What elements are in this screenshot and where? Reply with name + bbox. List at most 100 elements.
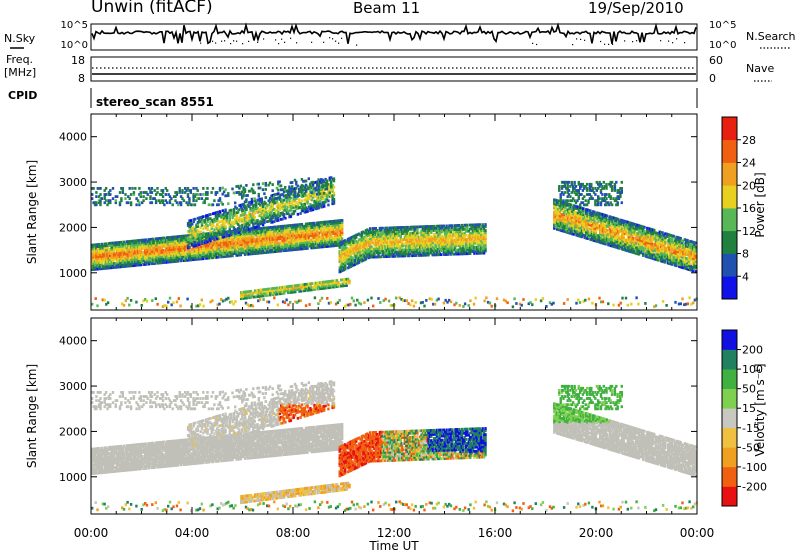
data-cell [172, 235, 176, 239]
data-cell [342, 278, 346, 281]
data-cell [396, 226, 400, 229]
data-cell [435, 251, 439, 255]
data-cell [312, 286, 315, 289]
data-cell [132, 247, 136, 251]
data-cell [172, 239, 176, 243]
data-cell [444, 238, 447, 242]
data-cell [211, 187, 215, 190]
data-cell [238, 245, 241, 249]
data-cell [296, 247, 299, 251]
data-cell [243, 190, 247, 194]
data-cell [145, 246, 148, 250]
data-cell [99, 263, 102, 267]
data-cell [311, 185, 315, 189]
data-cell [197, 253, 201, 257]
data-cell [285, 242, 288, 246]
data-cell [304, 241, 308, 244]
data-cell [456, 236, 459, 240]
data-cell [222, 249, 226, 252]
data-cell [264, 208, 268, 212]
data-cell [482, 237, 486, 241]
data-cell [131, 187, 134, 190]
data-cell [206, 226, 209, 229]
data-cell [324, 222, 327, 226]
data-cell [334, 285, 337, 289]
data-cell [362, 244, 365, 248]
data-cell [253, 229, 256, 233]
data-cell [129, 246, 133, 249]
data-cell [170, 256, 173, 260]
data-cell [203, 242, 206, 246]
data-cell [216, 237, 219, 241]
data-cell [344, 239, 347, 242]
data-cell [460, 250, 464, 254]
data-cell [459, 246, 462, 250]
data-cell [127, 258, 130, 262]
data-cell [164, 238, 167, 242]
data-cell [374, 231, 377, 234]
data-cell [378, 237, 382, 240]
data-cell [243, 210, 247, 214]
data-cell [179, 243, 183, 246]
data-cell [296, 286, 300, 289]
data-cell [234, 201, 237, 205]
data-cell [371, 233, 375, 236]
data-cell [204, 197, 208, 200]
data-cell [277, 288, 280, 292]
data-cell [290, 284, 293, 288]
data-cell [400, 226, 404, 229]
data-cell [407, 231, 411, 235]
data-cell [370, 235, 373, 239]
data-cell [285, 226, 288, 230]
data-cell [313, 229, 316, 233]
data-cell [245, 228, 248, 232]
data-cell [129, 241, 133, 245]
data-cell [175, 253, 179, 257]
data-cell [111, 187, 115, 190]
data-cell [218, 186, 222, 190]
data-cell [225, 252, 229, 256]
data-cell [380, 230, 383, 234]
data-cell [286, 242, 290, 246]
data-cell [292, 242, 295, 245]
data-cell [474, 229, 477, 233]
data-cell [216, 219, 219, 222]
data-cell [230, 210, 233, 214]
data-cell [464, 238, 468, 241]
data-cell [439, 230, 443, 234]
data-cell [394, 228, 397, 232]
data-cell [217, 220, 220, 224]
data-cell [157, 251, 161, 255]
data-cell [125, 258, 129, 262]
data-cell [424, 225, 427, 228]
data-cell [452, 248, 455, 252]
data-cell [193, 254, 197, 257]
data-cell [375, 237, 379, 240]
data-cell [129, 262, 133, 266]
data-cell [328, 188, 331, 192]
data-cell [198, 216, 201, 220]
data-cell [296, 194, 299, 198]
data-cell [291, 187, 294, 190]
data-cell [313, 205, 316, 209]
data-cell [419, 243, 422, 247]
data-cell [143, 263, 147, 266]
data-cell [147, 258, 151, 262]
data-cell [234, 243, 237, 247]
data-cell [378, 235, 382, 238]
data-cell [459, 232, 462, 235]
data-cell [442, 251, 445, 254]
data-cell [246, 290, 250, 294]
data-cell [392, 240, 395, 244]
data-cell [253, 191, 256, 195]
data-cell [145, 252, 148, 256]
data-cell [120, 249, 123, 252]
data-cell [464, 229, 468, 233]
data-cell [380, 249, 383, 253]
data-cell [480, 237, 483, 241]
data-cell [355, 233, 358, 237]
data-cell [178, 255, 181, 259]
data-cell [250, 220, 254, 224]
data-cell [292, 223, 295, 227]
data-cell [261, 217, 265, 221]
